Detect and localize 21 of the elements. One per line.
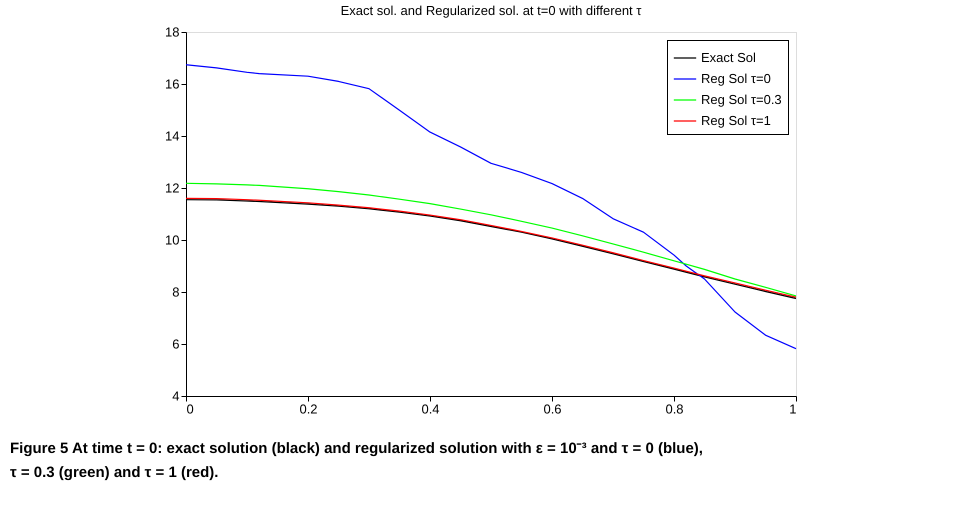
y-tick-label: 12 bbox=[165, 180, 180, 196]
line-series bbox=[185, 64, 797, 350]
y-tick-label: 18 bbox=[165, 24, 180, 40]
y-tick-label: 10 bbox=[165, 232, 180, 248]
legend-label: Reg Sol τ=0.3 bbox=[701, 92, 782, 107]
x-tick-label: 1 bbox=[789, 402, 796, 416]
legend-label: Reg Sol τ=1 bbox=[701, 113, 771, 128]
y-tick-label: 6 bbox=[172, 336, 180, 352]
x-tick-label: 0.4 bbox=[421, 402, 440, 416]
legend-label: Exact Sol bbox=[701, 50, 756, 65]
x-tick-label: 0.6 bbox=[543, 402, 562, 416]
y-tick-label: 4 bbox=[172, 388, 180, 404]
x-tick-label: 0 bbox=[186, 402, 194, 416]
y-tick-label: 14 bbox=[165, 128, 180, 144]
caption: Figure 5 At time t = 0: exact solution (black) and regularized solution with ε = 10⁻³ and τ = 0 (blue), τ = 0.3 (green) and τ = 1 (red). bbox=[10, 440, 703, 481]
x-tick-label: 0.8 bbox=[665, 402, 684, 416]
y-tick-label: 8 bbox=[172, 284, 180, 300]
legend-label: Reg Sol τ=0 bbox=[701, 71, 771, 86]
x-tick-label: 0.2 bbox=[299, 402, 318, 416]
chart-title: Exact sol. and Regularized sol. at t=0 with different τ bbox=[340, 3, 642, 18]
y-tick-label: 16 bbox=[165, 76, 180, 92]
